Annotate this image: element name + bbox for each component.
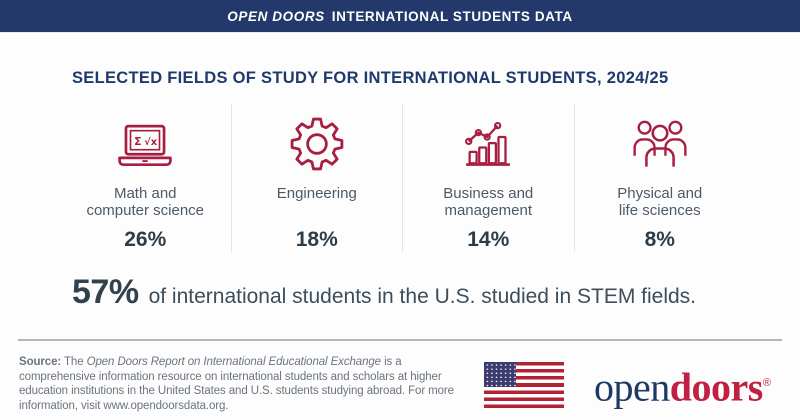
flag-canton bbox=[484, 362, 516, 387]
source-prefix: The bbox=[61, 356, 87, 368]
laptop-math-icon: Σ √x bbox=[66, 110, 225, 172]
field-label: Math and computer science bbox=[86, 185, 205, 219]
banner-title-text: INTERNATIONAL STUDENTS DATA bbox=[331, 8, 573, 24]
registered-mark: ® bbox=[762, 377, 771, 389]
field-label: Engineering bbox=[276, 185, 357, 202]
field-physical-life-sciences: Physical and life sciences 8% bbox=[573, 104, 746, 252]
stem-statement: 57% of international students in the U.S… bbox=[72, 273, 800, 312]
footer-divider bbox=[18, 339, 782, 341]
stem-statement-text: of international students in the U.S. st… bbox=[148, 285, 697, 308]
source-rest: is a comprehensive information resource … bbox=[19, 356, 454, 412]
field-value: 8% bbox=[644, 228, 675, 251]
top-banner: OPEN DOORS INTERNATIONAL STUDENTS DATA bbox=[0, 0, 800, 33]
gear-icon bbox=[238, 110, 397, 172]
field-engineering: Engineering 18% bbox=[230, 104, 403, 252]
field-value: 18% bbox=[295, 228, 338, 251]
field-label: Physical and life sciences bbox=[617, 185, 703, 219]
field-value: 14% bbox=[467, 228, 510, 251]
banner-brand: OPEN DOORS bbox=[227, 8, 325, 24]
bar-chart-icon bbox=[409, 110, 568, 172]
logo-open: open bbox=[594, 364, 670, 410]
svg-text:Σ: Σ bbox=[134, 135, 141, 148]
page-title: SELECTED FIELDS OF STUDY FOR INTERNATION… bbox=[72, 69, 669, 87]
people-group-icon bbox=[581, 110, 740, 172]
stem-percentage: 57% bbox=[72, 273, 139, 311]
svg-text:√x: √x bbox=[144, 136, 158, 148]
opendoors-logo: opendoors® bbox=[594, 363, 771, 410]
field-business-management: Business and management 14% bbox=[402, 104, 574, 252]
footer: Source: The Open Doors Report on Interna… bbox=[0, 341, 800, 413]
banner-title: OPEN DOORS INTERNATIONAL STUDENTS DATA bbox=[227, 9, 572, 24]
us-flag-icon bbox=[484, 362, 564, 408]
field-value: 26% bbox=[124, 228, 167, 251]
fields-row: Σ √x Math and computer science 26% Engin… bbox=[60, 104, 745, 252]
source-report-title: Open Doors Report on International Educa… bbox=[86, 356, 381, 368]
source-text: Source: The Open Doors Report on Interna… bbox=[19, 355, 471, 413]
source-label: Source: bbox=[19, 356, 62, 368]
logo-doors: doors bbox=[669, 364, 764, 410]
field-math-computer-science: Σ √x Math and computer science 26% bbox=[60, 104, 231, 252]
field-label: Business and management bbox=[443, 185, 534, 219]
